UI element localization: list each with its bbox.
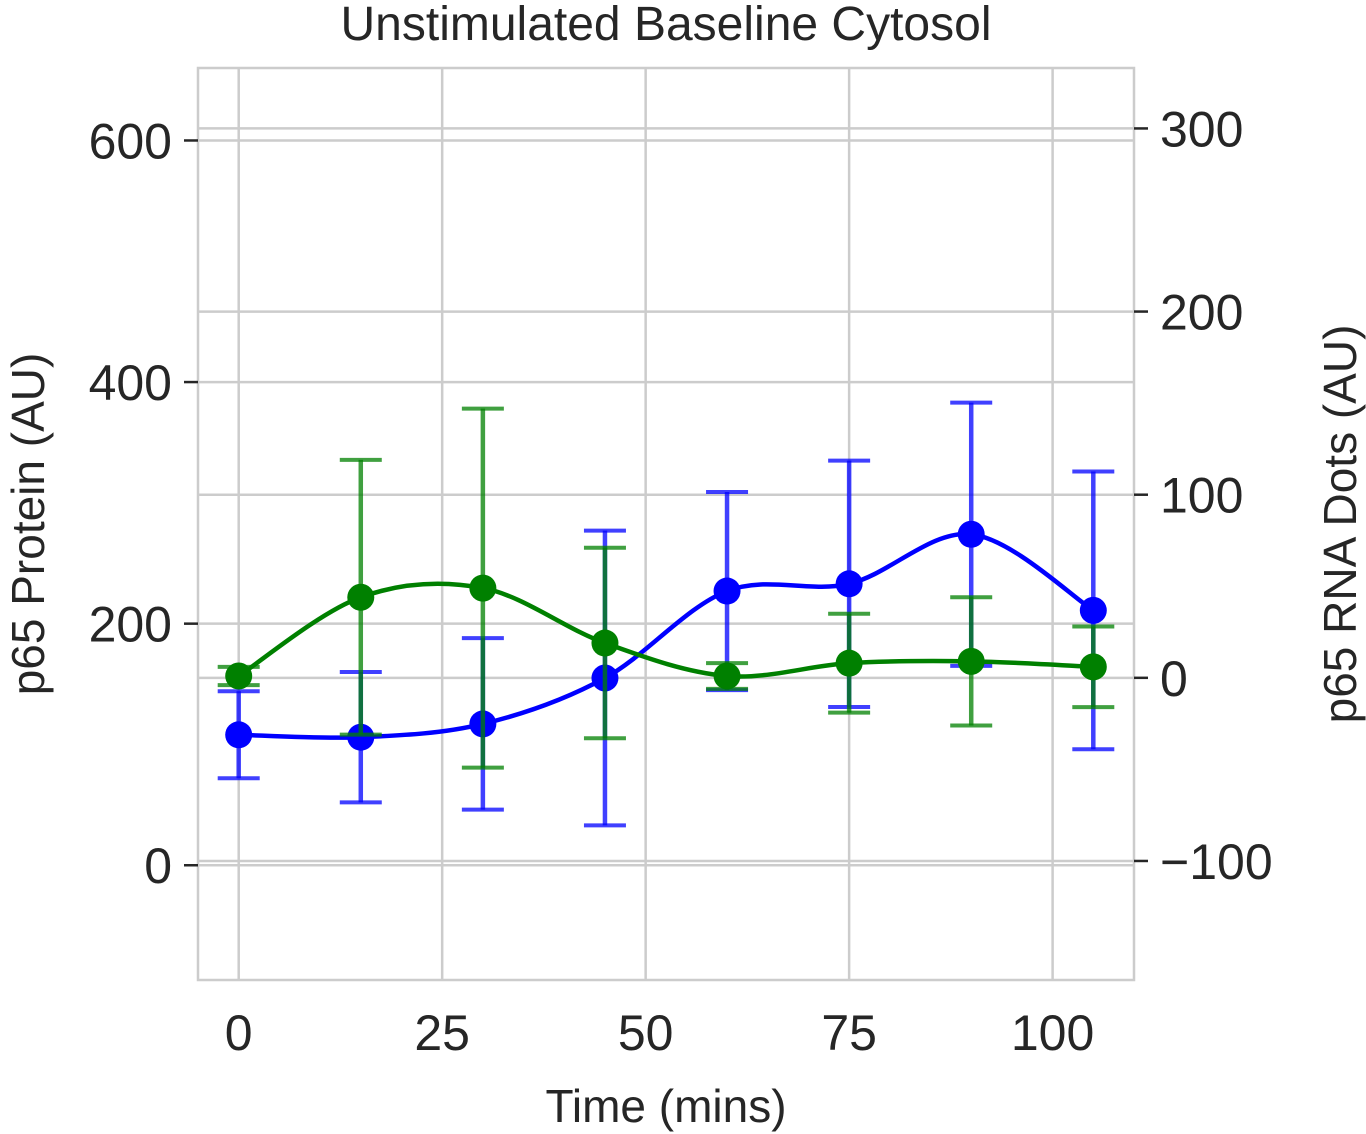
x-tick-label: 50 <box>618 1005 674 1061</box>
y-left-tick-label: 600 <box>89 113 172 169</box>
data-point <box>347 583 375 611</box>
data-point <box>1079 596 1107 624</box>
y-axis-right-label: p65 RNA Dots (AU) <box>1314 325 1366 724</box>
x-tick-label: 25 <box>414 1005 470 1061</box>
plot-frame <box>196 66 1136 982</box>
x-tick-label: 100 <box>1011 1005 1094 1061</box>
y-right-tick-label: 300 <box>1160 101 1243 157</box>
x-tick-label: 0 <box>225 1005 253 1061</box>
y-axis-left-label: p65 Protein (AU) <box>2 353 54 696</box>
data-point <box>835 570 863 598</box>
data-point <box>835 649 863 677</box>
data-point <box>957 520 985 548</box>
y-right-tick-label: 0 <box>1160 651 1188 707</box>
x-tick-label: 75 <box>821 1005 877 1061</box>
data-point <box>1079 653 1107 681</box>
data-point <box>713 577 741 605</box>
series <box>217 400 1115 828</box>
data-point <box>225 721 253 749</box>
data-point <box>225 662 253 690</box>
data-point <box>591 629 619 657</box>
y-right-tick-label: 200 <box>1160 285 1243 341</box>
series-2 <box>217 406 1115 770</box>
data-point <box>347 723 375 751</box>
axes: 0 25 50 75 100 0 200 400 600 −100 0 100 200 300 <box>89 101 1273 1061</box>
y-left-tick-label: 200 <box>89 597 172 653</box>
data-point <box>957 647 985 675</box>
y-right-tick-label: −100 <box>1160 834 1273 890</box>
y-left-tick-label: 400 <box>89 355 172 411</box>
data-point <box>713 662 741 690</box>
x-axis-label: Time (mins) <box>545 1080 786 1132</box>
chart-title: Unstimulated Baseline Cytosol <box>341 0 992 51</box>
data-point <box>469 574 497 602</box>
grid <box>198 68 1134 980</box>
y-left-tick-label: 0 <box>144 838 172 894</box>
y-right-tick-label: 100 <box>1160 468 1243 524</box>
